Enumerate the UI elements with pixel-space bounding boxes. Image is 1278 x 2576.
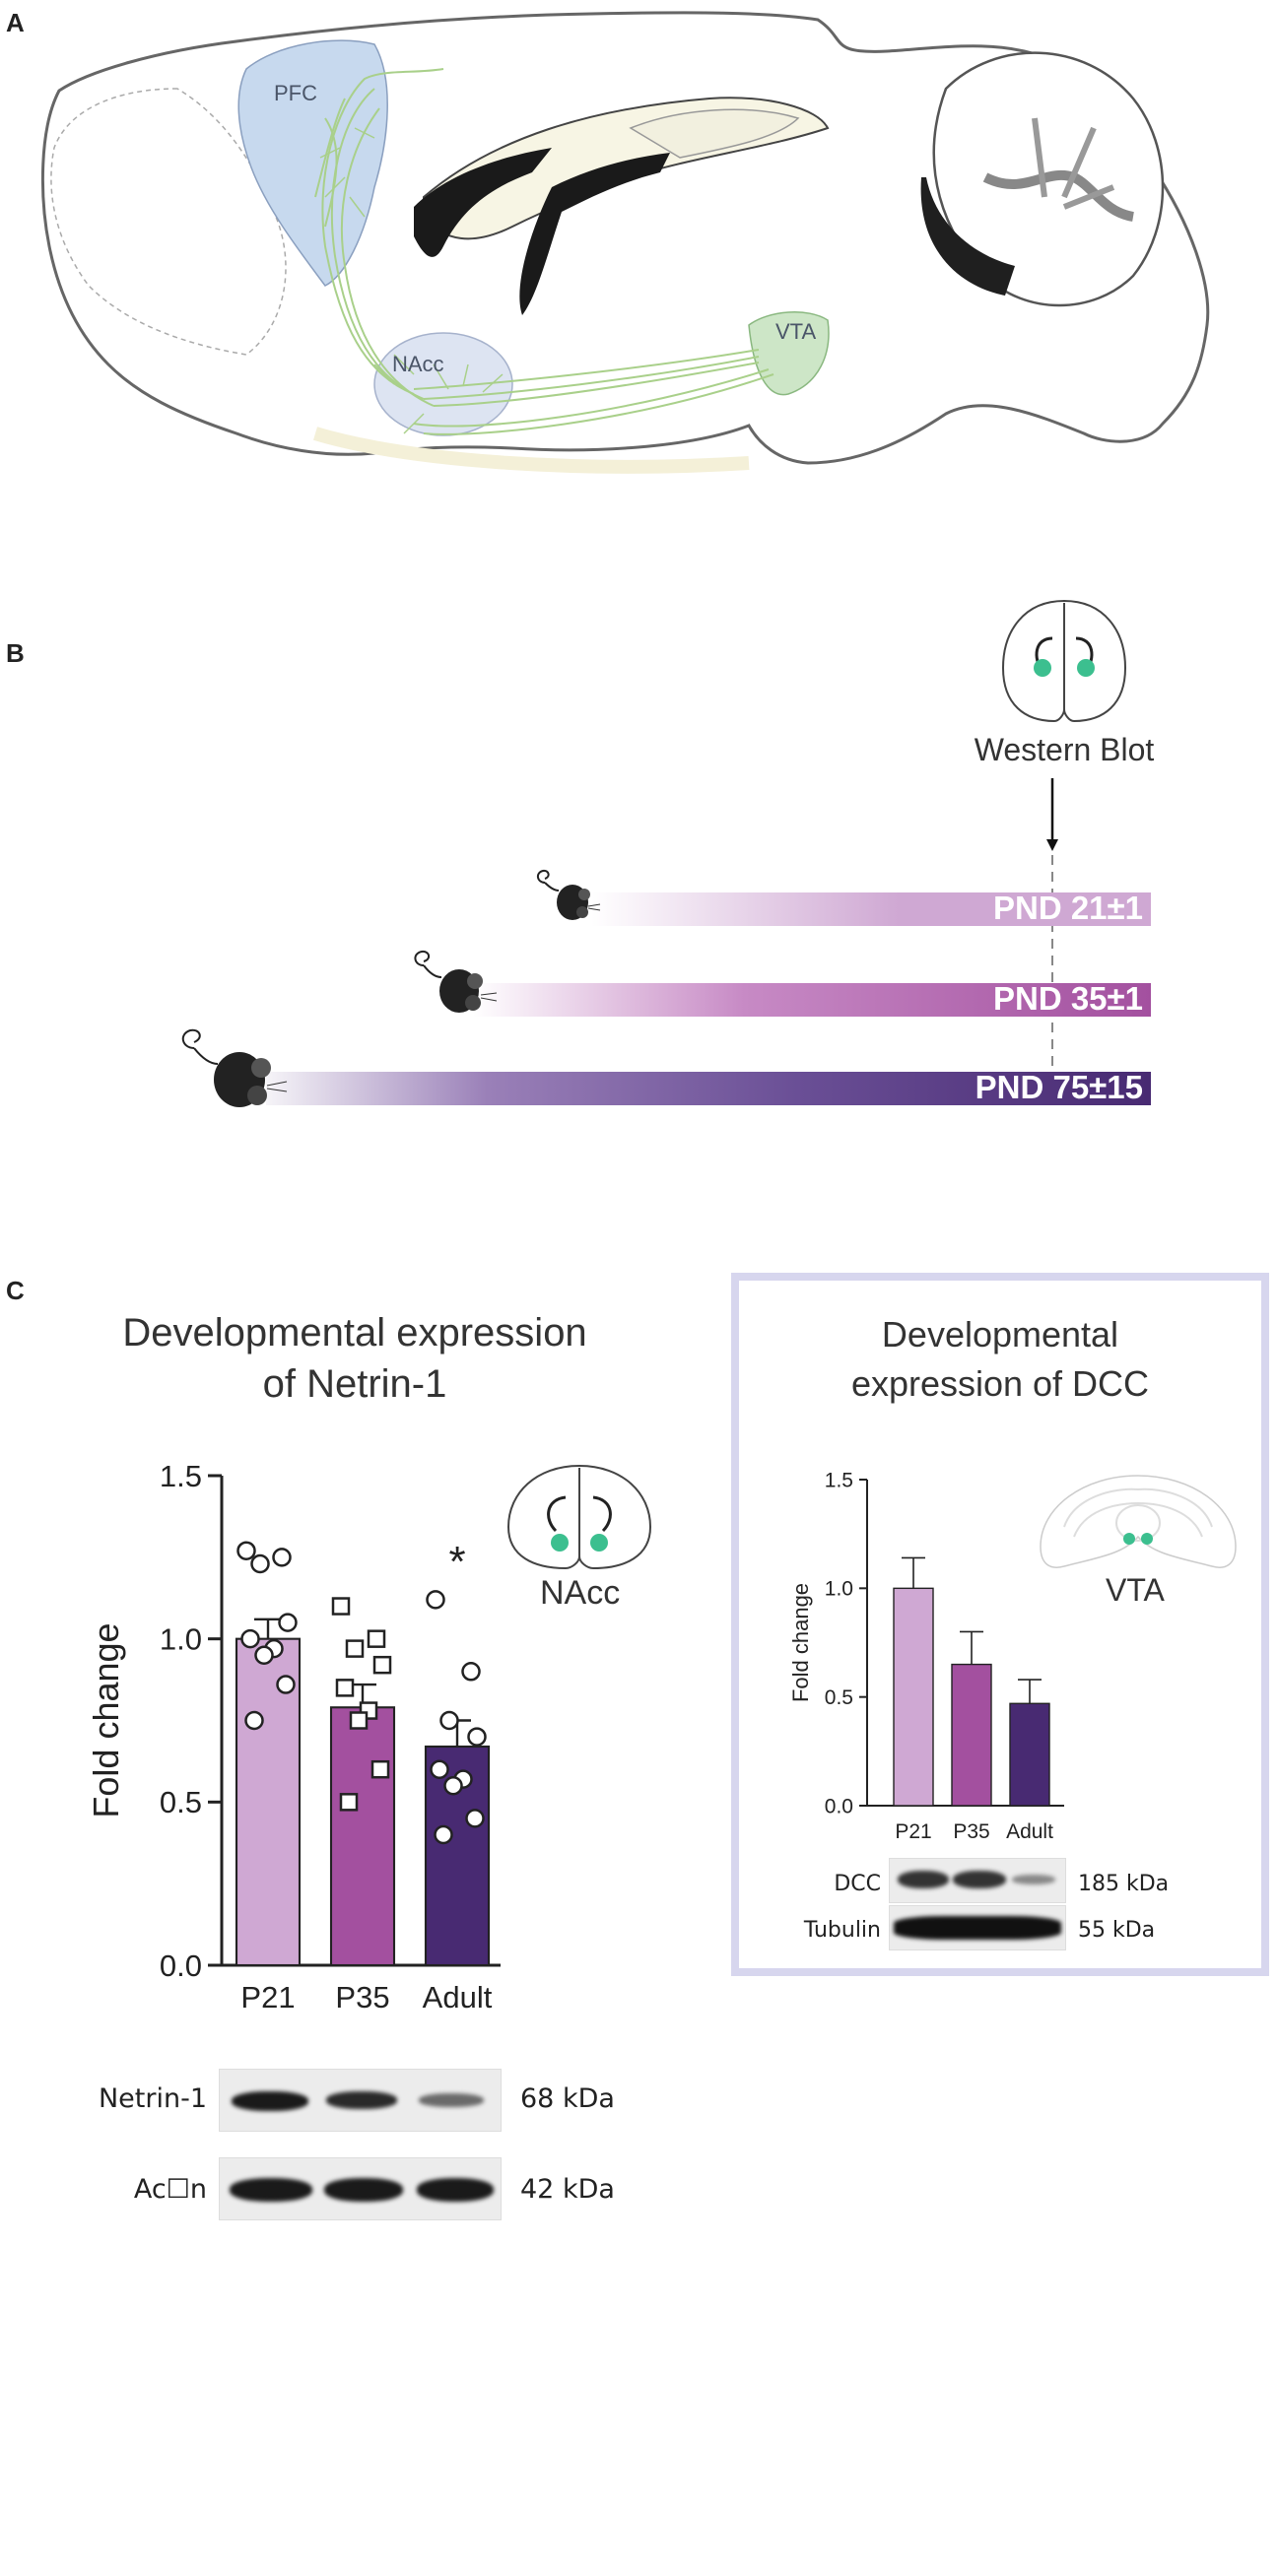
netrin-blot-image	[219, 2069, 502, 2132]
data-point	[467, 1727, 487, 1747]
tubulin-blot-image	[889, 1905, 1066, 1950]
data-point	[240, 1628, 260, 1649]
netrin-blot-label: Netrin-1	[98, 2083, 207, 2114]
x-tick-label: Adult	[423, 1980, 493, 2015]
netrin-bar-chart: 0.0 0.5 1.0 1.5 Fold change P21 P35 Adult *	[86, 1459, 501, 2015]
netrin-title-line1: Developmental expression	[122, 1311, 587, 1354]
x-tick-label: P21	[895, 1820, 931, 1843]
y-tick-label: 0.5	[825, 1686, 853, 1709]
data-point	[439, 1710, 459, 1731]
dcc-blot-image	[889, 1858, 1066, 1903]
data-point	[465, 1809, 485, 1828]
dcc-blot-size: 185 kDa	[1078, 1872, 1170, 1896]
panel-label-a: A	[6, 8, 25, 37]
y-tick-label: 1.5	[825, 1469, 853, 1491]
y-axis-label: Fold change	[86, 1622, 126, 1817]
bar-adult	[1009, 1702, 1050, 1807]
mouse-icon-p21	[537, 869, 601, 920]
significance-marker: *	[448, 1538, 465, 1586]
actin-blot-size: 42 kDa	[520, 2174, 615, 2205]
bar-p21	[893, 1587, 934, 1807]
data-point	[244, 1710, 264, 1731]
dcc-bar-chart: 0.0 0.5 1.0 1.5 Fold change P21 P35 Adult	[788, 1469, 1064, 1843]
coronal-section-nacc-icon	[1001, 599, 1127, 723]
timeline-label-p21: PND 21±1	[992, 890, 1143, 926]
y-tick-label: 1.5	[160, 1459, 202, 1493]
mouse-icon-adult	[181, 1028, 288, 1107]
x-tick-label: Adult	[1006, 1820, 1053, 1843]
coronal-section-vta-icon	[1040, 1475, 1237, 1568]
vta-label: VTA	[775, 319, 817, 344]
y-tick-label: 1.0	[825, 1578, 853, 1601]
mouse-icon-p35	[414, 950, 498, 1013]
timeline-label-adult: PND 75±15	[975, 1069, 1143, 1105]
y-tick-label: 0.0	[160, 1949, 202, 1983]
data-point	[278, 1613, 298, 1632]
projection-fibers	[314, 68, 774, 435]
data-point	[434, 1824, 453, 1845]
dcc-chart-title: Developmental expression of DCC	[749, 1310, 1251, 1409]
coronal-section-nacc-chart-icon	[506, 1464, 652, 1570]
timeline-bar-p21: PND 21±1	[591, 890, 1151, 926]
nacc-label: NAcc	[392, 352, 444, 376]
timeline-bar-p35: PND 35±1	[473, 980, 1151, 1017]
dcc-blot-label: DCC	[834, 1872, 881, 1896]
x-tick-label: P21	[240, 1980, 295, 2015]
y-tick-label: 0.5	[160, 1785, 202, 1819]
dcc-inset-box	[731, 1273, 1269, 1976]
y-tick-label: 1.0	[160, 1622, 202, 1657]
bar-p35	[329, 1706, 396, 1967]
panel-label-b: B	[6, 638, 25, 668]
netrin-region-label: NAcc	[540, 1574, 621, 1612]
netrin-chart-title: Developmental expression of Netrin-1	[59, 1307, 650, 1410]
bar-p35	[951, 1663, 992, 1807]
data-point	[372, 1655, 392, 1675]
tubulin-blot-label: Tubulin	[803, 1918, 881, 1943]
data-point	[276, 1675, 296, 1694]
data-point	[367, 1629, 386, 1648]
y-tick-label: 0.0	[825, 1795, 853, 1817]
data-point	[272, 1548, 292, 1567]
data-point	[236, 1541, 256, 1560]
data-point	[426, 1590, 445, 1610]
actin-blot-label: Ac☐n	[133, 2174, 207, 2205]
netrin-blot-size: 68 kDa	[520, 2083, 615, 2114]
nacc-markers	[1034, 659, 1095, 677]
data-point	[430, 1759, 449, 1779]
pfc-label: PFC	[274, 81, 317, 105]
sagittal-brain-diagram	[40, 11, 1210, 474]
timeline-bar-adult: PND 75±15	[266, 1069, 1151, 1105]
timeline-label-p35: PND 35±1	[992, 980, 1143, 1017]
data-point	[335, 1679, 355, 1697]
dcc-title-line1: Developmental	[881, 1314, 1119, 1354]
x-tick-label: P35	[335, 1980, 389, 2015]
data-point	[443, 1776, 463, 1796]
data-point	[331, 1597, 351, 1616]
tubulin-blot-size: 55 kDa	[1078, 1918, 1156, 1943]
data-point	[254, 1645, 274, 1665]
nacc-region	[373, 332, 513, 436]
data-point	[370, 1759, 390, 1779]
data-point	[339, 1793, 359, 1812]
actin-blot-image	[219, 2157, 502, 2220]
data-point	[345, 1639, 365, 1658]
x-tick-label: P35	[953, 1820, 989, 1843]
western-blot-label: Western Blot	[974, 732, 1155, 767]
dcc-title-line2: expression of DCC	[850, 1363, 1150, 1404]
panel-label-c: C	[6, 1276, 25, 1305]
pfc-region	[237, 39, 388, 287]
data-point	[461, 1662, 481, 1682]
dcc-region-label: VTA	[1106, 1572, 1165, 1608]
netrin-title-line2: of Netrin-1	[262, 1362, 447, 1406]
data-point	[250, 1553, 270, 1574]
y-axis-label: Fold change	[788, 1583, 813, 1702]
data-point	[349, 1711, 369, 1730]
